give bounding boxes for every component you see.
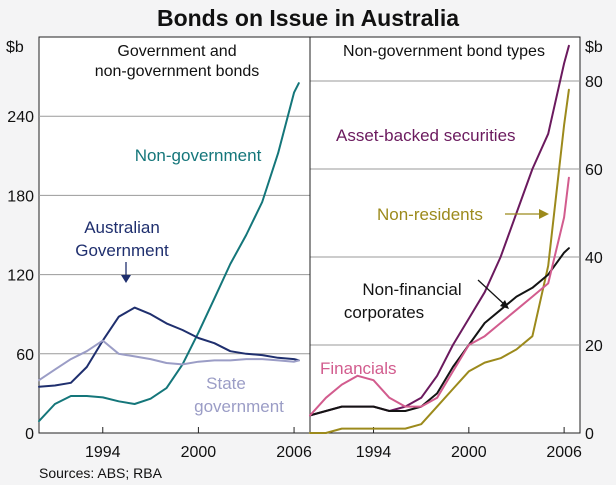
y-tick-label: 20 [585, 338, 603, 355]
series-line-state-government [38, 339, 300, 382]
label-australian-government-line-2: Government [75, 241, 169, 260]
gridlines [39, 80, 580, 355]
x-tick-label: 2006 [276, 444, 312, 461]
left-x-tick-labels: 1994 2000 2006 [85, 444, 312, 461]
y-tick-label: 60 [16, 347, 34, 364]
label-financials: Financials [320, 359, 397, 378]
x-tick-label: 2000 [181, 444, 217, 461]
y-tick-label: 80 [585, 74, 603, 91]
source-note: Sources: ABS; RBA [39, 465, 163, 481]
left-panel-title-line-1: Government and [117, 43, 236, 60]
series-line-financials [309, 176, 570, 417]
label-australian-government-line-1: Australian [84, 218, 160, 237]
label-non-financial-line-2: corporates [344, 303, 424, 322]
series-lines [38, 44, 570, 434]
y-tick-label: 60 [585, 162, 603, 179]
series-line-non-residents [309, 88, 570, 434]
non-financial-arrowhead [500, 300, 509, 309]
label-state-government-line-2: government [194, 397, 284, 416]
y-tick-label: 0 [25, 426, 34, 443]
series-line-non-financial-corporates [309, 247, 570, 417]
label-asset-backed: Asset-backed securities [336, 126, 516, 145]
label-state-government-line-1: State [206, 374, 246, 393]
series-line-non-government [38, 82, 300, 423]
non-residents-arrowhead [539, 209, 549, 219]
x-tick-label: 1994 [356, 444, 392, 461]
left-panel-title-line-2: non-government bonds [95, 63, 260, 80]
right-panel-title: Non-government bond types [343, 43, 545, 60]
australian-government-arrowhead [121, 275, 131, 283]
x-tick-label: 2006 [546, 444, 582, 461]
right-y-tick-labels: 0 20 40 60 80 [585, 74, 603, 443]
x-tick-label: 2000 [451, 444, 487, 461]
right-x-tick-labels: 1994 2000 2006 [356, 444, 582, 461]
y-tick-label: 240 [7, 109, 34, 126]
left-y-tick-labels: 0 60 120 180 240 [7, 109, 34, 443]
label-non-government: Non-government [135, 146, 262, 165]
y-tick-label: 120 [7, 268, 34, 285]
label-non-financial-line-1: Non-financial [362, 280, 461, 299]
x-tick-marks [102, 427, 565, 433]
y-tick-label: 40 [585, 250, 603, 267]
x-tick-label: 1994 [85, 444, 121, 461]
series-line-australian-government [38, 306, 300, 388]
y-tick-label: 0 [585, 426, 594, 443]
non-financial-arrow [477, 279, 506, 306]
right-y-unit: $b [585, 39, 603, 56]
chart-title: Bonds on Issue in Australia [157, 5, 459, 31]
label-non-residents: Non-residents [377, 205, 483, 224]
left-y-unit: $b [6, 39, 24, 56]
y-tick-label: 180 [7, 188, 34, 205]
